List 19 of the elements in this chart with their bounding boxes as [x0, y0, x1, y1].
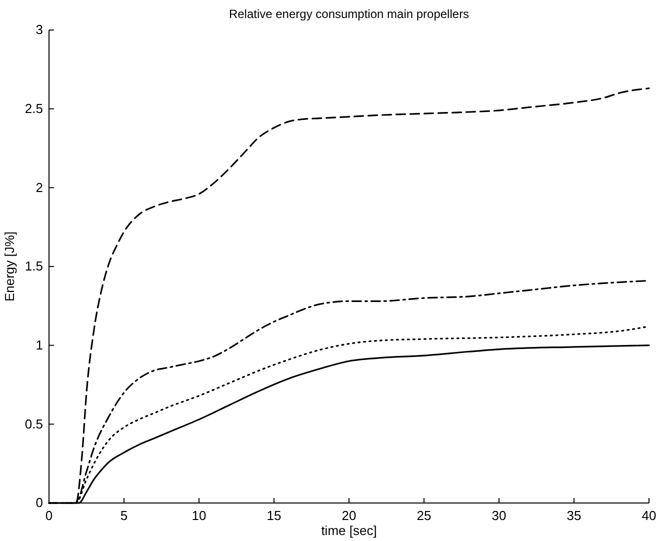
x-tick-label: 0	[45, 508, 53, 524]
x-tick-label: 15	[266, 508, 282, 524]
x-tick-label: 10	[192, 508, 206, 524]
y-tick-label: 2	[36, 180, 43, 195]
chart-title: Relative energy consumption main propellers	[228, 7, 470, 21]
x-tick-label: 5	[120, 508, 128, 524]
y-tick-label: 2.5	[24, 100, 43, 116]
y-axis-title: Energy [J%]	[2, 231, 17, 302]
y-tick-label: 1	[36, 337, 43, 352]
y-tick-label: 1.5	[24, 258, 43, 274]
x-tick-label: 20	[342, 508, 356, 524]
x-axis-title: time [sec]	[321, 523, 377, 538]
y-tick-label: 0	[36, 495, 43, 510]
x-tick-label: 25	[416, 508, 432, 524]
x-tick-label: 40	[642, 508, 656, 524]
y-tick-label: 0.5	[24, 416, 43, 432]
y-tick-label: 3	[36, 22, 43, 38]
x-tick-label: 30	[492, 508, 506, 524]
x-tick-label: 35	[566, 508, 582, 524]
